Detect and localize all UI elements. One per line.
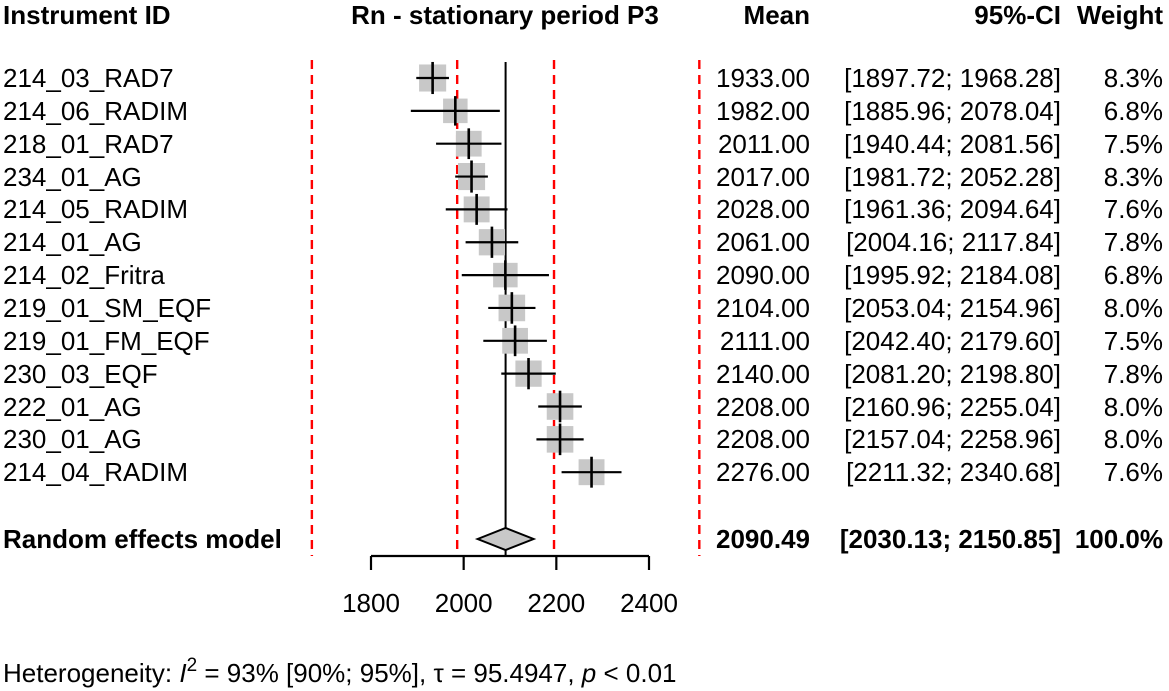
study-row: 214_02_Fritra 2090.00 [1995.92; 2184.08] 6.… bbox=[0, 260, 1169, 290]
study-row-ci: [1897.72; 1968.28] bbox=[844, 63, 1061, 93]
study-row-mean: 2276.00 bbox=[716, 457, 810, 488]
p-value: < 0.01 bbox=[596, 658, 677, 688]
summary-row-label: Random effects model bbox=[3, 524, 282, 554]
study-row-label: 214_02_Fritra bbox=[3, 260, 165, 291]
study-row-ci: [2081.20; 2198.80] bbox=[844, 358, 1061, 389]
study-row-mean: 2028.00 bbox=[716, 194, 810, 225]
study-row-label: 222_01_AG bbox=[3, 391, 142, 422]
study-row-weight: 7.8% bbox=[1103, 358, 1163, 389]
i-squared-symbol: I bbox=[179, 658, 187, 688]
study-row: 214_01_AG 2061.00 [2004.16; 2117.84] 7.8% bbox=[0, 227, 1169, 257]
study-row-ci: [1885.96; 2078.04] bbox=[844, 95, 1061, 126]
x-axis-tick-label: 2000 bbox=[435, 588, 493, 618]
study-row: 230_01_AG 2208.00 [2157.04; 2258.96] 8.0% bbox=[0, 424, 1169, 454]
study-row-label: 214_03_RAD7 bbox=[3, 63, 174, 93]
study-row: 234_01_AG 2017.00 [1981.72; 2052.28] 8.3% bbox=[0, 162, 1169, 192]
study-row-weight: 8.3% bbox=[1103, 161, 1163, 192]
column-header-weight: Weight bbox=[1076, 0, 1163, 30]
study-row-label: 230_01_AG bbox=[3, 424, 142, 455]
study-row-weight: 7.6% bbox=[1103, 194, 1163, 225]
study-row-label: 214_05_RADIM bbox=[3, 194, 188, 225]
study-row-label: 234_01_AG bbox=[3, 161, 142, 192]
summary-row-ci: [2030.13; 2150.85] bbox=[839, 524, 1061, 554]
study-row-weight: 8.3% bbox=[1103, 63, 1163, 93]
study-row-ci: [2042.40; 2179.60] bbox=[844, 325, 1061, 356]
study-row-mean: 2017.00 bbox=[716, 161, 810, 192]
study-row-label: 214_06_RADIM bbox=[3, 95, 188, 126]
study-row-mean: 1982.00 bbox=[716, 95, 810, 126]
study-row-mean: 2208.00 bbox=[716, 424, 810, 455]
study-row-mean: 2061.00 bbox=[716, 227, 810, 258]
column-header-ci: 95%-CI bbox=[974, 0, 1061, 30]
p-symbol: p bbox=[581, 658, 597, 688]
study-row-ci: [2004.16; 2117.84] bbox=[846, 227, 1061, 258]
study-row-mean: 2208.00 bbox=[716, 391, 810, 422]
study-row-ci: [1940.44; 2081.56] bbox=[844, 128, 1061, 159]
x-axis-tick-label: 2200 bbox=[527, 588, 585, 618]
study-row: 222_01_AG 2208.00 [2160.96; 2255.04] 8.0% bbox=[0, 392, 1169, 422]
x-axis-tick-label: 2400 bbox=[620, 588, 678, 618]
summary-row: Random effects model 2090.49 [2030.13; 215… bbox=[0, 524, 1169, 554]
study-row-mean: 2104.00 bbox=[716, 292, 810, 323]
study-row-label: 219_01_SM_EQF bbox=[3, 292, 212, 323]
heterogeneity-values: = 93% [90%; 95%], bbox=[197, 658, 434, 688]
summary-row-weight: 100.0% bbox=[1074, 524, 1163, 554]
study-row: 219_01_FM_EQF 2111.00 [2042.40; 2179.60] 7.… bbox=[0, 326, 1169, 356]
study-row-mean: 2011.00 bbox=[717, 128, 810, 159]
study-row-ci: [2160.96; 2255.04] bbox=[844, 391, 1061, 422]
study-row: 230_03_EQF 2140.00 [2081.20; 2198.80] 7.8% bbox=[0, 359, 1169, 389]
study-row-weight: 6.8% bbox=[1103, 95, 1163, 126]
study-row-label: 214_01_AG bbox=[3, 227, 142, 258]
tau-value: τ = 95.4947, bbox=[433, 658, 582, 688]
chart-title: Rn - stationary period P3 bbox=[351, 0, 659, 30]
study-row-ci: [2157.04; 2258.96] bbox=[844, 424, 1061, 455]
study-row-mean: 2090.00 bbox=[716, 260, 810, 291]
study-row: 219_01_SM_EQF 2104.00 [2053.04; 2154.96] 8.… bbox=[0, 293, 1169, 323]
study-row-mean: 2140.00 bbox=[716, 358, 810, 389]
study-row: 214_04_RADIM 2276.00 [2211.32; 2340.68] 7.6… bbox=[0, 457, 1169, 487]
study-row-ci: [1961.36; 2094.64] bbox=[844, 194, 1061, 225]
column-header-instrument-id: Instrument ID bbox=[3, 0, 171, 30]
study-row-ci: [1981.72; 2052.28] bbox=[844, 161, 1061, 192]
study-row: 214_05_RADIM 2028.00 [1961.36; 2094.64] 7.6… bbox=[0, 194, 1169, 224]
summary-row-mean: 2090.49 bbox=[716, 524, 810, 554]
study-row-mean: 2111.00 bbox=[719, 325, 810, 356]
summary-diamond bbox=[474, 526, 537, 552]
x-axis-tick-label: 1800 bbox=[342, 588, 400, 618]
heterogeneity-prefix: Heterogeneity: bbox=[3, 658, 180, 688]
study-row-weight: 7.5% bbox=[1103, 325, 1163, 356]
i-squared-exponent: 2 bbox=[186, 655, 198, 676]
study-row-weight: 8.0% bbox=[1103, 292, 1163, 323]
study-row-weight: 8.0% bbox=[1103, 391, 1163, 422]
study-row-label: 230_03_EQF bbox=[3, 358, 158, 389]
study-row-ci: [1995.92; 2184.08] bbox=[844, 260, 1061, 291]
study-row: 218_01_RAD7 2011.00 [1940.44; 2081.56] 7.5% bbox=[0, 129, 1169, 159]
column-header-mean: Mean bbox=[743, 0, 810, 30]
study-row-weight: 7.6% bbox=[1103, 457, 1163, 488]
study-row: 214_06_RADIM 1982.00 [1885.96; 2078.04] 6.8… bbox=[0, 96, 1169, 126]
header-row: Instrument ID Rn - stationary period P3 … bbox=[0, 0, 1169, 30]
study-row-ci: [2053.04; 2154.96] bbox=[844, 292, 1061, 323]
study-row-mean: 1933.00 bbox=[716, 63, 810, 93]
study-row: 214_03_RAD7 1933.00 [1897.72; 1968.28] 8.3% bbox=[0, 63, 1169, 93]
heterogeneity-note: Heterogeneity: I2 = 93% [90%; 95%], τ = … bbox=[3, 655, 677, 689]
study-row-weight: 7.5% bbox=[1103, 128, 1163, 159]
study-row-ci: [2211.32; 2340.68] bbox=[846, 457, 1061, 488]
study-row-label: 214_04_RADIM bbox=[3, 457, 188, 488]
study-row-label: 218_01_RAD7 bbox=[3, 128, 174, 159]
study-row-weight: 7.8% bbox=[1103, 227, 1163, 258]
study-row-weight: 8.0% bbox=[1103, 424, 1163, 455]
study-row-weight: 6.8% bbox=[1103, 260, 1163, 291]
study-row-label: 219_01_FM_EQF bbox=[3, 325, 210, 356]
